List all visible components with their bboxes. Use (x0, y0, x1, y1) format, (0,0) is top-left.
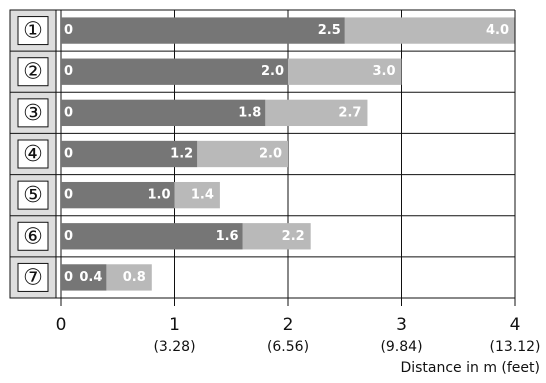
far-label: 2.0 (259, 147, 282, 162)
category-label: ③ (23, 101, 43, 126)
x-tick-sublabel: (13.12) (489, 339, 540, 355)
x-tick-label: 0 (56, 315, 67, 335)
near-label: 0.4 (79, 270, 102, 285)
bar-start-label: 0 (64, 270, 73, 285)
far-bar (265, 99, 368, 127)
near-label: 1.8 (238, 105, 261, 120)
near-bar (61, 264, 107, 291)
x-tick-sublabel: (3.28) (153, 339, 195, 355)
far-bar (344, 17, 515, 44)
bar-start-label: 0 (64, 229, 73, 244)
category-label: ⑥ (23, 224, 43, 249)
near-bar (61, 58, 288, 85)
x-axis-label: Distance in m (feet) (400, 360, 540, 376)
category-label: ⑤ (23, 183, 43, 208)
category-box (17, 98, 49, 128)
far-bar (242, 223, 311, 250)
bar-start-label: 0 (64, 188, 73, 203)
x-tick-label: 2 (283, 315, 294, 335)
near-label: 1.6 (216, 229, 239, 244)
bar-start-label: 0 (64, 23, 73, 38)
near-bar (61, 140, 198, 168)
far-bar (106, 264, 152, 291)
bar-start-label: 0 (64, 105, 73, 120)
x-tick-sublabel: (6.56) (267, 339, 309, 355)
near-bar (61, 181, 175, 209)
category-label: ② (23, 60, 43, 85)
far-label: 2.7 (338, 105, 361, 120)
category-label: ① (23, 19, 43, 44)
near-label: 1.2 (170, 147, 193, 162)
near-label: 2.5 (318, 23, 341, 38)
category-box (17, 262, 49, 292)
category-label: ⑦ (23, 265, 43, 290)
near-label: 2.0 (261, 64, 284, 79)
near-label: 1.0 (147, 188, 170, 203)
category-box (17, 139, 49, 169)
near-bar (61, 17, 345, 44)
x-tick-label: 4 (510, 315, 521, 335)
bar-start-label: 0 (64, 64, 73, 79)
far-label: 4.0 (486, 23, 509, 38)
far-label: 2.2 (282, 229, 305, 244)
category-box (17, 16, 49, 46)
far-bar (288, 58, 402, 85)
category-box (17, 221, 49, 251)
far-bar (174, 181, 220, 209)
x-tick-label: 1 (169, 315, 180, 335)
near-bar (61, 223, 243, 250)
x-tick-sublabel: (9.84) (380, 339, 422, 355)
far-label: 1.4 (191, 188, 214, 203)
bar-start-label: 0 (64, 147, 73, 162)
category-box (17, 57, 49, 87)
near-bar (61, 99, 266, 127)
far-label: 3.0 (372, 64, 395, 79)
category-label: ④ (23, 142, 43, 167)
far-label: 0.8 (123, 270, 146, 285)
category-box (17, 180, 49, 210)
far-bar (197, 140, 288, 168)
x-tick-label: 3 (396, 315, 407, 335)
